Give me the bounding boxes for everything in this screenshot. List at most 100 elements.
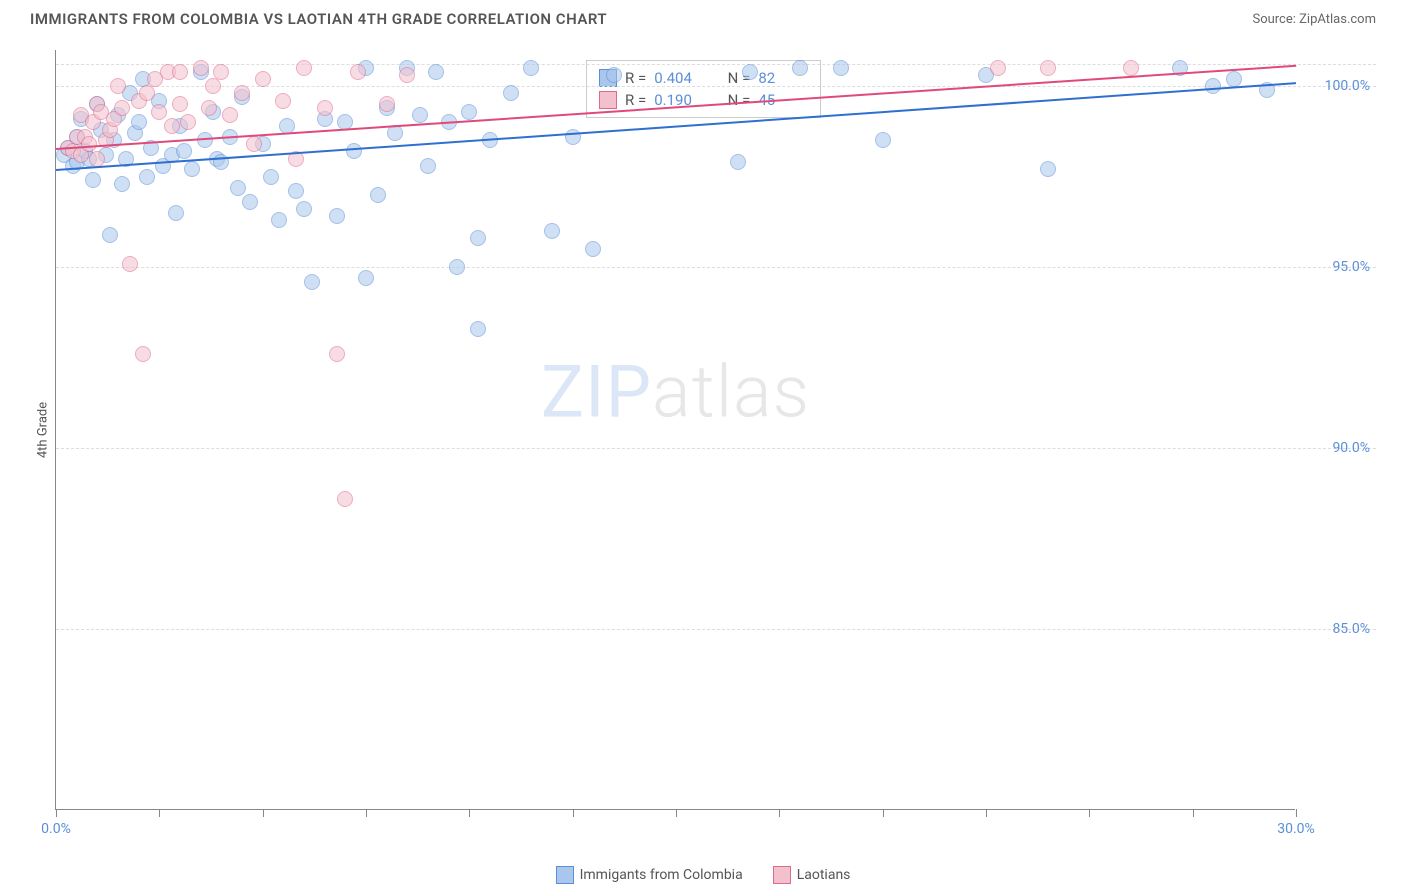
scatter-point <box>412 107 428 123</box>
scatter-point <box>470 321 486 337</box>
x-tick <box>573 809 574 817</box>
scatter-point <box>428 64 444 80</box>
scatter-point <box>139 169 155 185</box>
scatter-point <box>205 78 221 94</box>
scatter-point <box>271 212 287 228</box>
x-tick <box>1193 809 1194 817</box>
scatter-point <box>317 100 333 116</box>
watermark-part2: atlas <box>652 349 810 434</box>
scatter-point <box>470 230 486 246</box>
x-tick <box>883 809 884 817</box>
scatter-point <box>346 143 362 159</box>
x-tick <box>676 809 677 817</box>
scatter-point <box>296 201 312 217</box>
scatter-point <box>1040 60 1056 76</box>
scatter-point <box>172 64 188 80</box>
scatter-point <box>329 208 345 224</box>
scatter-point <box>85 172 101 188</box>
scatter-point <box>1123 60 1139 76</box>
scatter-point <box>792 60 808 76</box>
scatter-point <box>222 107 238 123</box>
scatter-point <box>89 151 105 167</box>
x-tick-label: 0.0% <box>41 821 71 837</box>
scatter-point <box>275 93 291 109</box>
scatter-point <box>168 205 184 221</box>
x-tick <box>986 809 987 817</box>
legend-label: Immigants from Colombia <box>580 867 743 883</box>
scatter-point <box>263 169 279 185</box>
scatter-point <box>230 180 246 196</box>
gridline-horizontal <box>56 267 1376 268</box>
x-tick <box>1296 809 1297 817</box>
scatter-point <box>296 60 312 76</box>
scatter-point <box>180 114 196 130</box>
x-tick <box>56 809 57 817</box>
watermark-part1: ZIP <box>541 349 652 434</box>
scatter-point <box>255 71 271 87</box>
gridline-horizontal <box>56 448 1376 449</box>
x-tick <box>366 809 367 817</box>
scatter-point <box>151 104 167 120</box>
x-tick <box>779 809 780 817</box>
scatter-point <box>135 346 151 362</box>
scatter-point <box>201 100 217 116</box>
scatter-point <box>585 241 601 257</box>
scatter-point <box>110 78 126 94</box>
legend-swatch <box>773 866 791 884</box>
scatter-point <box>131 114 147 130</box>
legend-swatch <box>556 866 574 884</box>
gridline-horizontal <box>56 629 1376 630</box>
plot-area: ZIPatlas R =0.404 N =82R =0.190 N =45 85… <box>55 50 1295 810</box>
legend-label: Laotians <box>797 867 851 883</box>
watermark: ZIPatlas <box>541 349 810 434</box>
scatter-point <box>172 96 188 112</box>
scatter-point <box>420 158 436 174</box>
scatter-point <box>379 96 395 112</box>
x-tick <box>1089 809 1090 817</box>
scatter-point <box>833 60 849 76</box>
scatter-point <box>399 67 415 83</box>
scatter-point <box>730 154 746 170</box>
scatter-point <box>193 60 209 76</box>
scatter-point <box>102 227 118 243</box>
r-label: R = <box>625 91 646 109</box>
scatter-point <box>1040 161 1056 177</box>
scatter-point <box>565 129 581 145</box>
n-label: N = <box>728 91 751 109</box>
scatter-point <box>742 64 758 80</box>
chart-container: 4th Grade ZIPatlas R =0.404 N =82R =0.19… <box>55 50 1375 810</box>
scatter-point <box>234 85 250 101</box>
scatter-point <box>370 187 386 203</box>
scatter-point <box>606 67 622 83</box>
scatter-point <box>461 104 477 120</box>
scatter-point <box>184 161 200 177</box>
scatter-point <box>875 132 891 148</box>
scatter-point <box>304 274 320 290</box>
y-tick-label: 85.0% <box>1332 621 1370 637</box>
x-tick <box>159 809 160 817</box>
scatter-point <box>990 60 1006 76</box>
y-axis-label: 4th Grade <box>36 402 51 458</box>
scatter-point <box>544 223 560 239</box>
scatter-point <box>329 346 345 362</box>
scatter-point <box>139 85 155 101</box>
x-tick-label: 30.0% <box>1277 821 1315 837</box>
gridline-horizontal <box>56 86 1376 87</box>
scatter-point <box>1205 78 1221 94</box>
scatter-point <box>288 183 304 199</box>
r-value: 0.404 <box>654 69 704 87</box>
y-tick-label: 90.0% <box>1332 440 1370 456</box>
scatter-point <box>246 136 262 152</box>
legend: Immigants from Colombia Laotians <box>0 866 1406 884</box>
scatter-point <box>242 194 258 210</box>
x-tick <box>469 809 470 817</box>
scatter-point <box>503 85 519 101</box>
x-tick <box>263 809 264 817</box>
scatter-point <box>81 136 97 152</box>
r-label: R = <box>625 69 646 87</box>
scatter-point <box>1226 71 1242 87</box>
scatter-point <box>213 64 229 80</box>
scatter-point <box>164 118 180 134</box>
scatter-point <box>122 256 138 272</box>
source-attribution: Source: ZipAtlas.com <box>1252 12 1376 27</box>
